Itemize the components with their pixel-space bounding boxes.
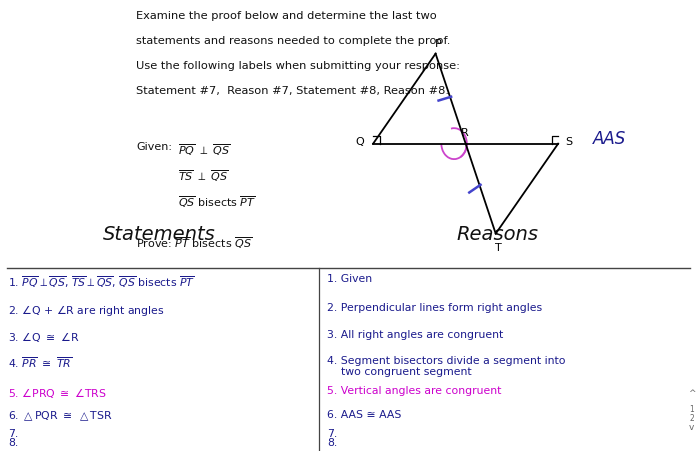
Text: Reasons: Reasons	[457, 225, 539, 244]
Text: P: P	[435, 39, 441, 49]
Text: 4. Segment bisectors divide a segment into
    two congruent segment: 4. Segment bisectors divide a segment in…	[327, 355, 566, 377]
Text: AAS: AAS	[593, 130, 626, 147]
Text: 8.: 8.	[8, 437, 19, 447]
Text: 5. $\angle$PRQ $\cong$ $\angle$TRS: 5. $\angle$PRQ $\cong$ $\angle$TRS	[8, 385, 107, 399]
Text: 2: 2	[690, 413, 694, 422]
Text: 6. AAS ≅ AAS: 6. AAS ≅ AAS	[327, 409, 401, 419]
Text: 2. Perpendicular lines form right angles: 2. Perpendicular lines form right angles	[327, 302, 542, 312]
Text: 2. $\angle$Q + $\angle$R are right angles: 2. $\angle$Q + $\angle$R are right angle…	[8, 302, 165, 317]
Text: R: R	[461, 127, 469, 137]
Text: 1. $\overline{PQ}\perp\overline{QS}$, $\overline{TS}\perp\overline{QS}$, $\overl: 1. $\overline{PQ}\perp\overline{QS}$, $\…	[8, 274, 196, 290]
Text: Statement #7,  Reason #7, Statement #8, Reason #8.: Statement #7, Reason #7, Statement #8, R…	[136, 86, 449, 96]
Text: S: S	[565, 137, 572, 147]
Text: v: v	[689, 422, 694, 431]
Text: 7.: 7.	[327, 428, 337, 438]
Text: Statements: Statements	[103, 225, 216, 244]
Text: Examine the proof below and determine the last two: Examine the proof below and determine th…	[136, 11, 438, 21]
Text: $\overline{QS}$ bisects $\overline{PT}$: $\overline{QS}$ bisects $\overline{PT}$	[178, 194, 257, 210]
Text: 6. $\triangle$PQR $\cong$ $\triangle$TSR: 6. $\triangle$PQR $\cong$ $\triangle$TSR	[8, 409, 113, 423]
Text: 1. Given: 1. Given	[327, 274, 372, 284]
Text: statements and reasons needed to complete the proof.: statements and reasons needed to complet…	[136, 36, 451, 46]
Text: Use the following labels when submitting your response:: Use the following labels when submitting…	[136, 61, 461, 71]
Text: 5. Vertical angles are congruent: 5. Vertical angles are congruent	[327, 385, 501, 395]
Text: 7.: 7.	[8, 428, 19, 438]
Text: $\overline{PQ}$ $\perp$ $\overline{QS}$: $\overline{PQ}$ $\perp$ $\overline{QS}$	[178, 142, 231, 158]
Text: 4. $\overline{PR}$ $\cong$ $\overline{TR}$: 4. $\overline{PR}$ $\cong$ $\overline{TR…	[8, 355, 73, 369]
Text: T: T	[495, 243, 501, 253]
Text: Q: Q	[355, 137, 364, 147]
Text: Given:: Given:	[136, 142, 172, 152]
Text: Prove: $\overline{PT}$ bisects $\overline{QS}$: Prove: $\overline{PT}$ bisects $\overlin…	[136, 235, 253, 250]
Text: $\overline{TS}$ $\perp$ $\overline{QS}$: $\overline{TS}$ $\perp$ $\overline{QS}$	[178, 168, 230, 184]
Text: 8.: 8.	[327, 437, 337, 447]
Text: 3. $\angle$Q $\cong$ $\angle$R: 3. $\angle$Q $\cong$ $\angle$R	[8, 329, 80, 343]
Text: 3. All right angles are congruent: 3. All right angles are congruent	[327, 329, 503, 339]
Text: 1: 1	[690, 404, 694, 413]
Text: ^: ^	[688, 388, 695, 397]
